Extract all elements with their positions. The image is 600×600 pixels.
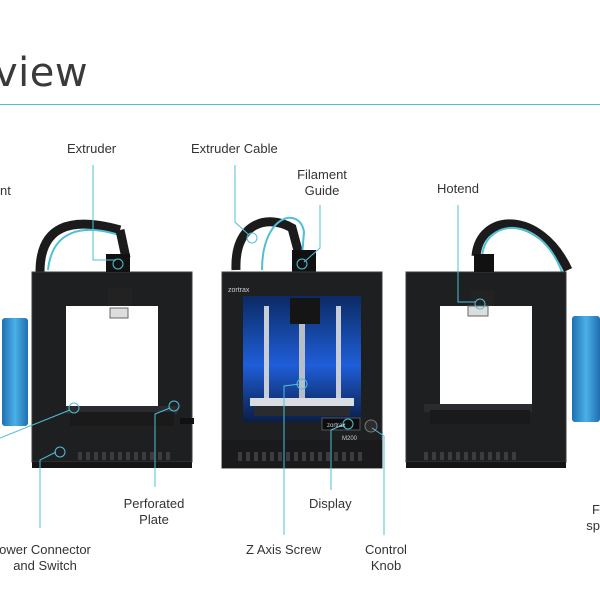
filament-tube-center [261, 216, 306, 271]
filament-spool-right [572, 316, 600, 422]
left-printer [2, 219, 194, 468]
title-divider [0, 104, 600, 105]
filament-spool-left [2, 318, 28, 426]
label-z-axis-screw: Z Axis Screw [246, 542, 322, 557]
label-left-cut: nt [0, 183, 11, 198]
extruder-cable-left [35, 219, 122, 273]
model-mark: M200 [342, 436, 358, 442]
display-brand: zortrax [327, 423, 346, 429]
extruder-cable-center [231, 217, 305, 271]
label-display: Display [309, 496, 352, 511]
right-printer [405, 219, 600, 468]
extruder-cable-right [471, 219, 573, 272]
brand-mark: zortrax [228, 287, 250, 294]
label-extruder-cable: Extruder Cable [191, 141, 278, 156]
center-printer [221, 216, 383, 469]
display-panel [321, 417, 361, 431]
label-extruder: Extruder [67, 141, 117, 156]
label-hotend: Hotend [437, 181, 479, 196]
callout-lines [0, 165, 486, 535]
label-control-knob: Control Knob [365, 542, 407, 573]
page-title: view [0, 50, 89, 96]
label-power-connector: ower Connector and Switch [0, 542, 91, 573]
label-perforated-plate: Perforated Plate [123, 496, 185, 527]
label-filament-guide: Filament Guide [297, 167, 347, 198]
filament-tube-left [47, 228, 123, 271]
